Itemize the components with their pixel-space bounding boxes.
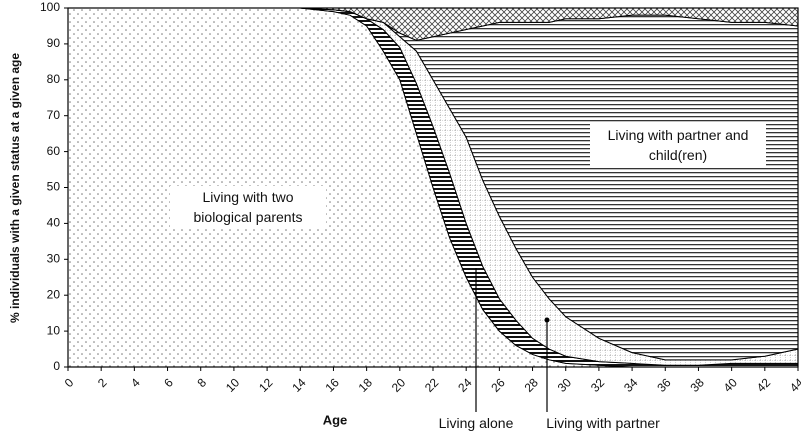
x-tick-label: 18 <box>356 375 376 395</box>
x-tick-label: 36 <box>654 375 674 395</box>
y-tick-label: 70 <box>47 108 61 122</box>
y-tick-label: 30 <box>47 251 61 265</box>
x-tick-label: 12 <box>256 375 276 395</box>
y-tick-label: 0 <box>53 359 60 373</box>
x-tick-label: 40 <box>721 375 741 395</box>
x-tick-label: 38 <box>687 375 707 395</box>
x-tick-label: 6 <box>161 375 176 390</box>
x-tick-label: 32 <box>588 375 608 395</box>
x-axis-label: Age <box>323 412 348 427</box>
callout-label: Living with partner <box>546 415 660 431</box>
y-tick-label: 50 <box>47 180 61 194</box>
area-label: Living with two biological parents <box>170 186 326 228</box>
x-tick-label: 42 <box>754 375 774 395</box>
area-label: Living with partner and child(ren) <box>590 124 766 166</box>
x-tick-label: 8 <box>194 375 209 390</box>
y-tick-label: 90 <box>47 36 61 50</box>
callout-label: Living alone <box>438 415 514 431</box>
x-tick-label: 10 <box>223 375 243 395</box>
x-tick-label: 20 <box>389 375 409 395</box>
x-tick-label: 34 <box>621 375 641 395</box>
x-tick-label: 16 <box>322 375 342 395</box>
y-tick-label: 20 <box>47 287 61 301</box>
x-tick-label: 0 <box>62 375 77 390</box>
x-tick-label: 30 <box>555 375 575 395</box>
y-tick-label: 60 <box>47 144 61 158</box>
y-tick-label: 100 <box>40 0 60 14</box>
y-tick-label: 10 <box>47 323 61 337</box>
callout-dot <box>544 317 550 323</box>
x-tick-label: 4 <box>128 375 143 390</box>
x-tick-label: 44 <box>787 375 801 395</box>
x-tick-label: 22 <box>422 375 442 395</box>
x-tick-label: 26 <box>488 375 508 395</box>
x-tick-label: 2 <box>95 375 110 390</box>
y-tick-label: 80 <box>47 72 61 86</box>
x-tick-label: 24 <box>455 375 475 395</box>
y-tick-label: 40 <box>47 216 61 230</box>
y-axis-label: % individuals with a given status at a g… <box>8 53 22 323</box>
x-tick-label: 14 <box>289 375 309 395</box>
x-tick-label: 28 <box>522 375 542 395</box>
